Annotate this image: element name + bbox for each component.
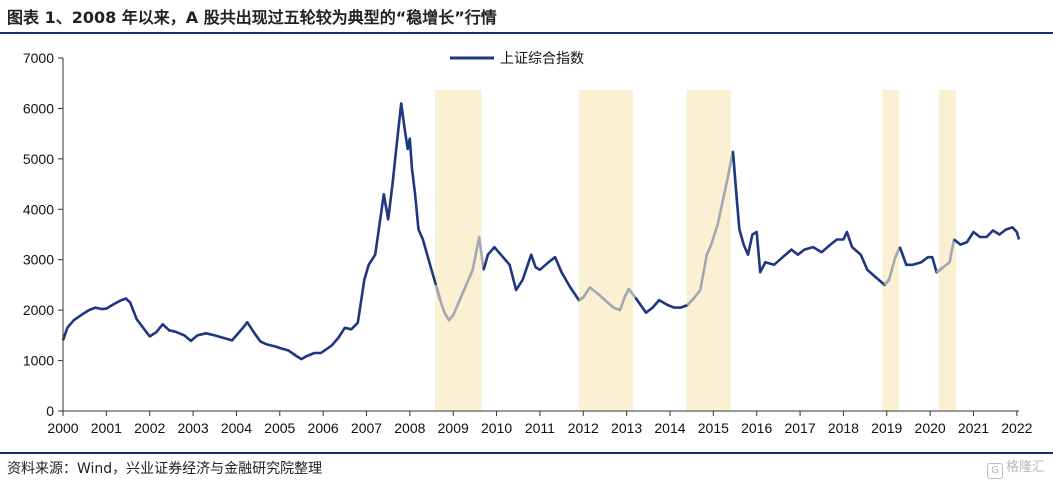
x-tick-label-2009: 2009: [438, 420, 469, 436]
y-tick-label-5000: 5000: [23, 151, 54, 167]
x-tick-label-2000: 2000: [47, 420, 78, 436]
y-tick-label-0: 0: [46, 403, 54, 419]
axes: 0 1000 2000 3000 4000 5000 6000 7000 2000 2001 200…: [23, 50, 1033, 436]
series-line-segment-2: [434, 235, 490, 322]
x-tick-label-2021: 2021: [958, 420, 989, 436]
y-tick-label-7000: 7000: [23, 50, 54, 66]
footer-divider: [0, 452, 1053, 454]
highlight-band-2: [578, 90, 634, 411]
x-tick-label-2013: 2013: [611, 420, 642, 436]
x-tick-label-2017: 2017: [784, 420, 815, 436]
x-tick-label-2004: 2004: [221, 420, 252, 436]
series-line-segment-5: [634, 296, 695, 315]
highlight-band-5: [938, 90, 957, 411]
source-note: 资料来源：Wind，兴业证券经济与金融研究院整理: [7, 461, 323, 477]
x-tick-label-2002: 2002: [134, 420, 165, 436]
x-tick-label-2008: 2008: [394, 420, 425, 436]
series-line-group: [61, 102, 1021, 361]
x-tick-label-2018: 2018: [828, 420, 859, 436]
legend: 上证综合指数: [450, 51, 584, 67]
x-tick-label-2012: 2012: [568, 420, 599, 436]
highlight-band-1: [434, 90, 482, 411]
x-tick-label-2015: 2015: [698, 420, 729, 436]
highlight-band-4: [882, 90, 899, 411]
highlight-bands: [434, 90, 957, 411]
x-tick-label-2001: 2001: [91, 420, 122, 436]
series-line-segment-9: [898, 246, 944, 274]
x-tick-label-2016: 2016: [741, 420, 772, 436]
series-line-segment-3: [482, 245, 584, 302]
title-divider: [0, 32, 1053, 34]
y-tick-label-1000: 1000: [23, 353, 54, 369]
y-tick-label-4000: 4000: [23, 201, 54, 217]
x-tick-label-2019: 2019: [871, 420, 902, 436]
x-tick-label-2011: 2011: [525, 420, 555, 436]
x-tick-label-2007: 2007: [351, 420, 382, 436]
series-line-segment-4: [578, 286, 648, 314]
x-tick-label-2006: 2006: [308, 420, 339, 436]
y-tick-label-6000: 6000: [23, 100, 54, 116]
x-tick-label-2005: 2005: [264, 420, 295, 436]
chart-title: 图表 1、2008 年以来，A 股共出现过五轮较为典型的“稳增长”行情: [7, 8, 497, 27]
watermark: G 格隆汇: [986, 456, 1045, 479]
series-line-segment-1: [61, 102, 442, 361]
watermark-logo-icon: G: [986, 463, 1003, 479]
series-line-segment-7: [731, 151, 890, 287]
y-tick-label-3000: 3000: [23, 252, 54, 268]
line-chart: 0 1000 2000 3000 4000 5000 6000 7000 2000 2001 200…: [23, 50, 1033, 436]
y-tick-label-2000: 2000: [23, 302, 54, 318]
legend-label: 上证综合指数: [500, 51, 584, 67]
series-line-segment-11: [953, 226, 1021, 246]
x-tick-label-2022: 2022: [1001, 420, 1032, 436]
x-tick-label-2014: 2014: [654, 420, 685, 436]
watermark-text: 格隆汇: [1005, 460, 1045, 475]
x-tick-label-2010: 2010: [481, 420, 512, 436]
x-tick-label-2020: 2020: [915, 420, 946, 436]
series-line-segment-6: [686, 150, 739, 307]
x-tick-label-2003: 2003: [177, 420, 208, 436]
